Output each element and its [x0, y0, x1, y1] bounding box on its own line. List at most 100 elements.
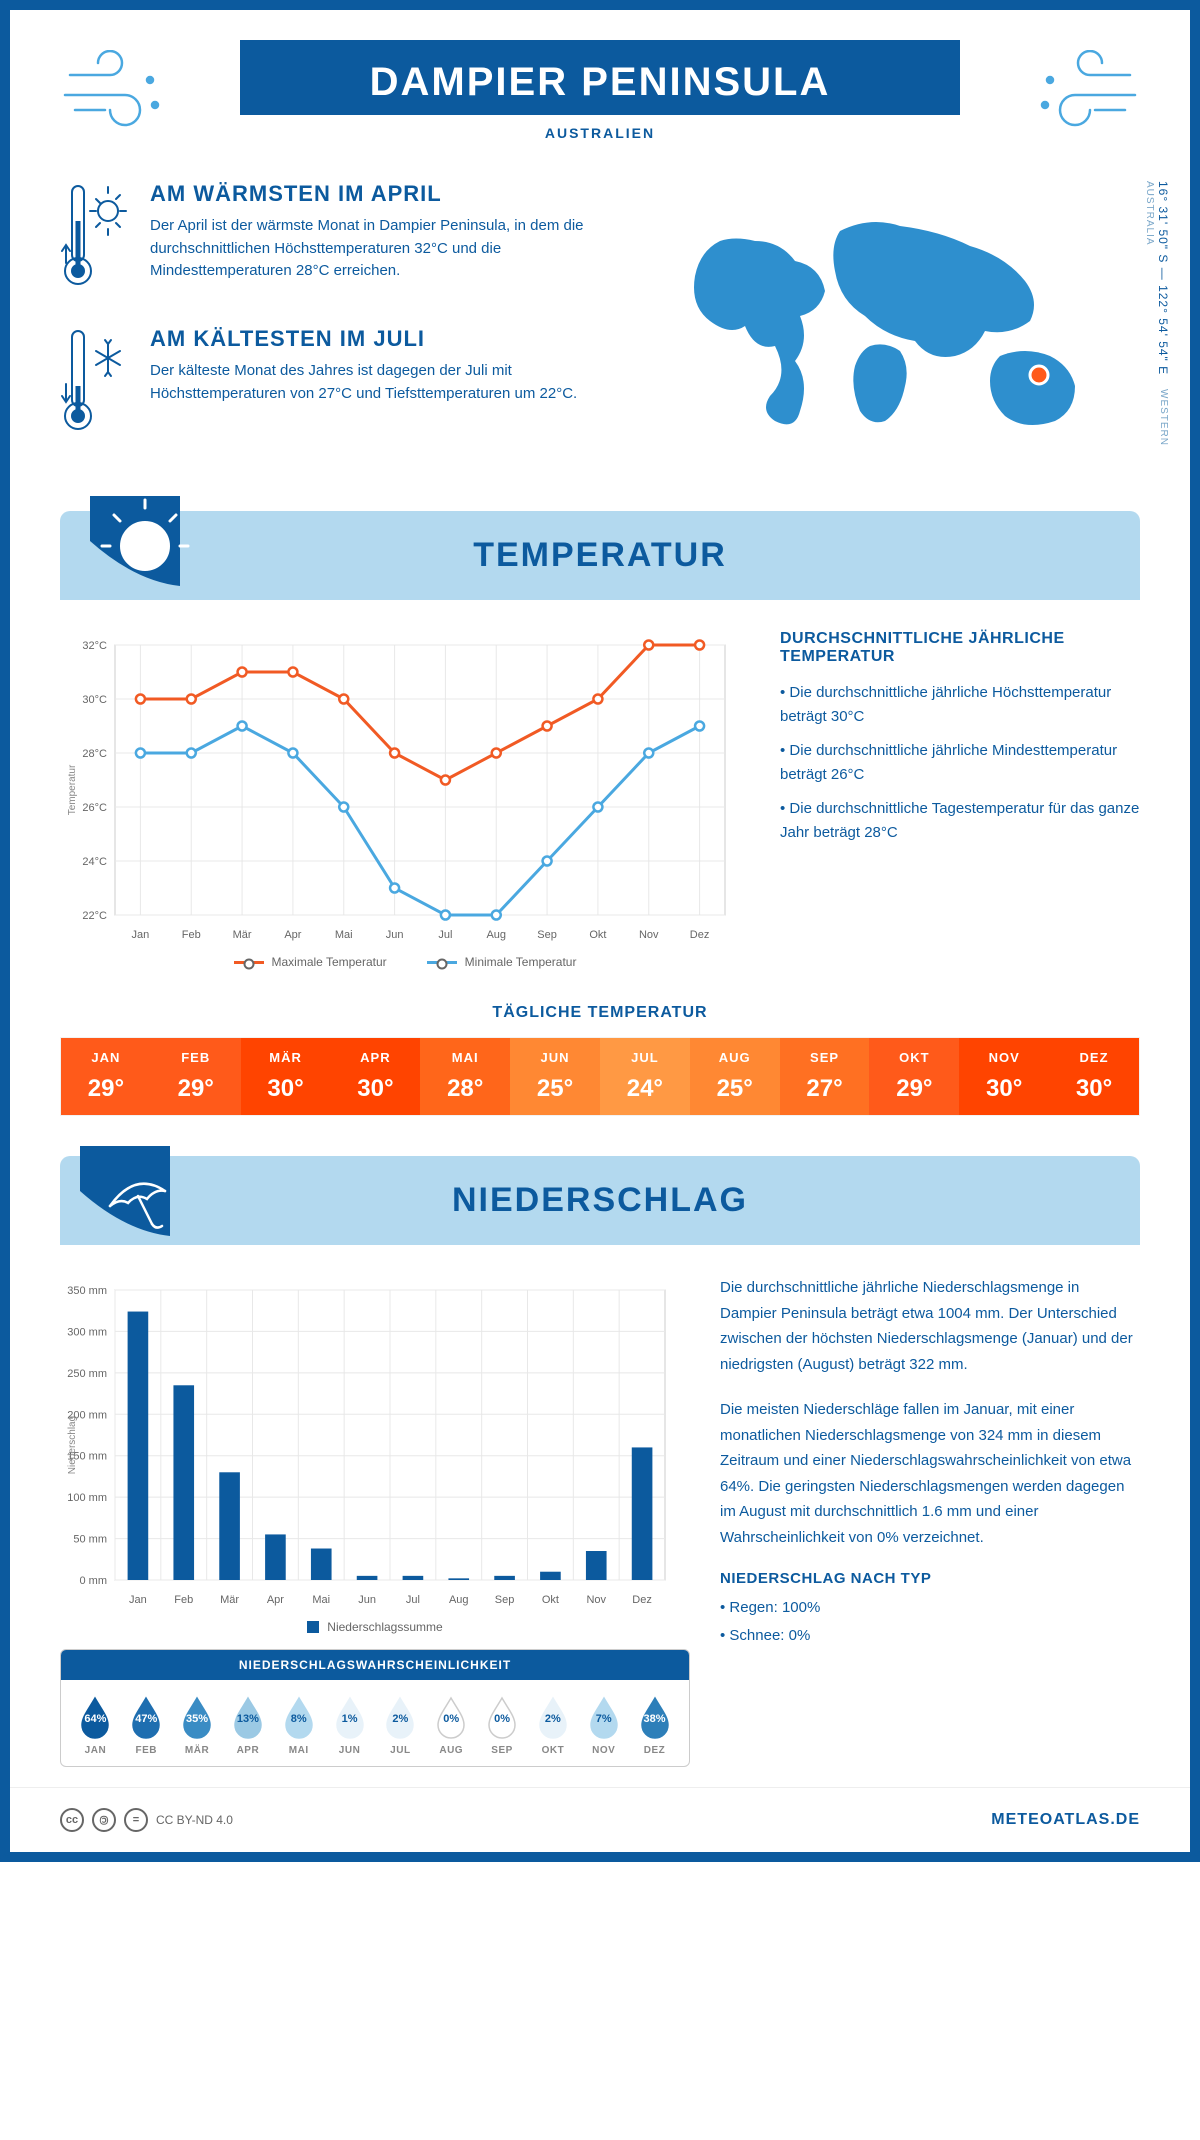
- precip-legend: Niederschlagssumme: [60, 1620, 690, 1634]
- svg-text:250 mm: 250 mm: [67, 1368, 107, 1380]
- nd-icon: =: [124, 1808, 148, 1832]
- precipitation-banner: NIEDERSCHLAG: [60, 1156, 1140, 1245]
- coldest-title: AM KÄLTESTEN IM JULI: [150, 326, 630, 352]
- svg-text:350 mm: 350 mm: [67, 1285, 107, 1297]
- legend-max-label: Maximale Temperatur: [272, 955, 387, 969]
- svg-text:100 mm: 100 mm: [67, 1492, 107, 1504]
- svg-text:Feb: Feb: [182, 929, 201, 941]
- svg-text:Nov: Nov: [639, 929, 659, 941]
- svg-text:Apr: Apr: [284, 929, 301, 941]
- svg-text:28°C: 28°C: [82, 748, 107, 760]
- svg-text:Temperatur: Temperatur: [67, 764, 78, 815]
- daily-cell: FEB29°: [151, 1038, 241, 1115]
- wind-icon: [1030, 50, 1140, 135]
- precipitation-probability-box: NIEDERSCHLAGSWAHRSCHEINLICHKEIT 64%JAN47…: [60, 1649, 690, 1767]
- temperature-heading: TEMPERATUR: [60, 536, 1140, 575]
- page-subtitle: AUSTRALIEN: [60, 125, 1140, 141]
- svg-text:Okt: Okt: [589, 929, 606, 941]
- coordinates: 16° 31' 50" S — 122° 54' 54" E WESTERN A…: [1142, 181, 1170, 471]
- daily-cell: DEZ30°: [1049, 1038, 1139, 1115]
- svg-text:Aug: Aug: [449, 1594, 469, 1606]
- prob-cell: 1%JUN: [325, 1695, 374, 1756]
- prob-cell: 13%APR: [223, 1695, 272, 1756]
- svg-text:30°C: 30°C: [82, 694, 107, 706]
- svg-text:Niederschlag: Niederschlag: [67, 1416, 78, 1474]
- prob-cell: 7%NOV: [579, 1695, 628, 1756]
- prob-cell: 2%JUL: [376, 1695, 425, 1756]
- svg-text:Jun: Jun: [358, 1594, 376, 1606]
- svg-text:Jun: Jun: [386, 929, 404, 941]
- brand: METEOATLAS.DE: [991, 1811, 1140, 1829]
- by-icon: 🄯: [92, 1808, 116, 1832]
- coldest-fact: AM KÄLTESTEN IM JULI Der kälteste Monat …: [60, 326, 630, 441]
- temperature-chart: 22°C24°C26°C28°C30°C32°CJanFebMärAprMaiJ…: [60, 630, 750, 969]
- svg-text:Mai: Mai: [312, 1594, 330, 1606]
- warmest-text: Der April ist der wärmste Monat in Dampi…: [150, 215, 630, 283]
- header-banner: DAMPIER PENINSULA: [240, 40, 960, 115]
- temp-info-2: • Die durchschnittliche jährliche Mindes…: [780, 739, 1140, 787]
- precip-type-title: NIEDERSCHLAG NACH TYP: [720, 1570, 1140, 1587]
- temp-info-3: • Die durchschnittliche Tagestemperatur …: [780, 797, 1140, 845]
- svg-text:50 mm: 50 mm: [73, 1534, 107, 1546]
- svg-text:0 mm: 0 mm: [80, 1575, 108, 1587]
- svg-text:22°C: 22°C: [82, 910, 107, 922]
- wind-icon: [60, 50, 170, 135]
- daily-cell: JUL24°: [600, 1038, 690, 1115]
- prob-cell: 0%SEP: [478, 1695, 527, 1756]
- umbrella-icon: [80, 1146, 190, 1261]
- temperature-info: DURCHSCHNITTLICHE JÄHRLICHE TEMPERATUR •…: [780, 630, 1140, 969]
- daily-cell: APR30°: [330, 1038, 420, 1115]
- svg-text:Dez: Dez: [632, 1594, 652, 1606]
- prob-cell: 2%OKT: [528, 1695, 577, 1756]
- temperature-banner: TEMPERATUR: [60, 511, 1140, 600]
- svg-text:Mai: Mai: [335, 929, 353, 941]
- daily-cell: NOV30°: [959, 1038, 1049, 1115]
- precip-snow: • Schnee: 0%: [720, 1623, 1140, 1649]
- svg-text:32°C: 32°C: [82, 640, 107, 652]
- precipitation-heading: NIEDERSCHLAG: [60, 1181, 1140, 1220]
- coldest-text: Der kälteste Monat des Jahres ist dagege…: [150, 360, 630, 405]
- prob-cell: 38%DEZ: [630, 1695, 679, 1756]
- svg-text:Jul: Jul: [406, 1594, 420, 1606]
- license-text: CC BY-ND 4.0: [156, 1813, 233, 1827]
- warmest-title: AM WÄRMSTEN IM APRIL: [150, 181, 630, 207]
- cc-icon: cc: [60, 1808, 84, 1832]
- daily-cell: AUG25°: [690, 1038, 780, 1115]
- svg-text:Sep: Sep: [537, 929, 557, 941]
- coords-value: 16° 31' 50" S — 122° 54' 54" E: [1156, 181, 1170, 375]
- prob-cell: 0%AUG: [427, 1695, 476, 1756]
- temp-legend: Maximale Temperatur Minimale Temperatur: [60, 955, 750, 969]
- svg-text:26°C: 26°C: [82, 802, 107, 814]
- precip-text-2: Die meisten Niederschläge fallen im Janu…: [720, 1397, 1140, 1550]
- svg-text:Aug: Aug: [486, 929, 506, 941]
- license: cc 🄯 = CC BY-ND 4.0: [60, 1808, 233, 1832]
- thermometer-hot-icon: [60, 181, 130, 296]
- prob-cell: 64%JAN: [71, 1695, 120, 1756]
- precip-text-1: Die durchschnittliche jährliche Niedersc…: [720, 1275, 1140, 1377]
- precip-rain: • Regen: 100%: [720, 1595, 1140, 1621]
- svg-text:Jul: Jul: [438, 929, 452, 941]
- daily-cell: MÄR30°: [241, 1038, 331, 1115]
- svg-text:Sep: Sep: [495, 1594, 515, 1606]
- daily-cell: JAN29°: [61, 1038, 151, 1115]
- daily-cell: OKT29°: [869, 1038, 959, 1115]
- location-marker-icon: [1028, 364, 1050, 386]
- svg-text:Nov: Nov: [586, 1594, 606, 1606]
- prob-cell: 47%FEB: [122, 1695, 171, 1756]
- page-title: DAMPIER PENINSULA: [240, 60, 960, 105]
- svg-text:Apr: Apr: [267, 1594, 284, 1606]
- warmest-fact: AM WÄRMSTEN IM APRIL Der April ist der w…: [60, 181, 630, 296]
- prob-title: NIEDERSCHLAGSWAHRSCHEINLICHKEIT: [61, 1650, 689, 1680]
- daily-cell: JUN25°: [510, 1038, 600, 1115]
- precipitation-info: Die durchschnittliche jährliche Niedersc…: [720, 1275, 1140, 1767]
- precipitation-chart: 0 mm50 mm100 mm150 mm200 mm250 mm300 mm3…: [60, 1275, 690, 1634]
- svg-text:Dez: Dez: [690, 929, 710, 941]
- svg-text:Feb: Feb: [174, 1594, 193, 1606]
- svg-text:24°C: 24°C: [82, 856, 107, 868]
- footer: cc 🄯 = CC BY-ND 4.0 METEOATLAS.DE: [10, 1787, 1190, 1852]
- daily-cell: SEP27°: [780, 1038, 870, 1115]
- thermometer-cold-icon: [60, 326, 130, 441]
- prob-cell: 8%MAI: [274, 1695, 323, 1756]
- svg-text:Jan: Jan: [129, 1594, 147, 1606]
- legend-min-label: Minimale Temperatur: [465, 955, 577, 969]
